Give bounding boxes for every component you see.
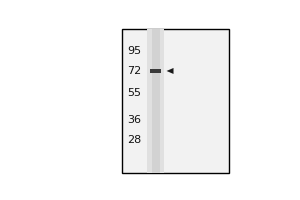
Bar xyxy=(122,29,229,173)
Bar xyxy=(147,29,164,173)
Bar xyxy=(150,69,161,73)
Text: 55: 55 xyxy=(127,88,141,98)
Text: 72: 72 xyxy=(127,66,141,76)
Polygon shape xyxy=(167,68,173,74)
Text: 36: 36 xyxy=(127,115,141,125)
Text: 95: 95 xyxy=(127,46,141,56)
Text: 28: 28 xyxy=(127,135,141,145)
Bar xyxy=(152,29,160,173)
